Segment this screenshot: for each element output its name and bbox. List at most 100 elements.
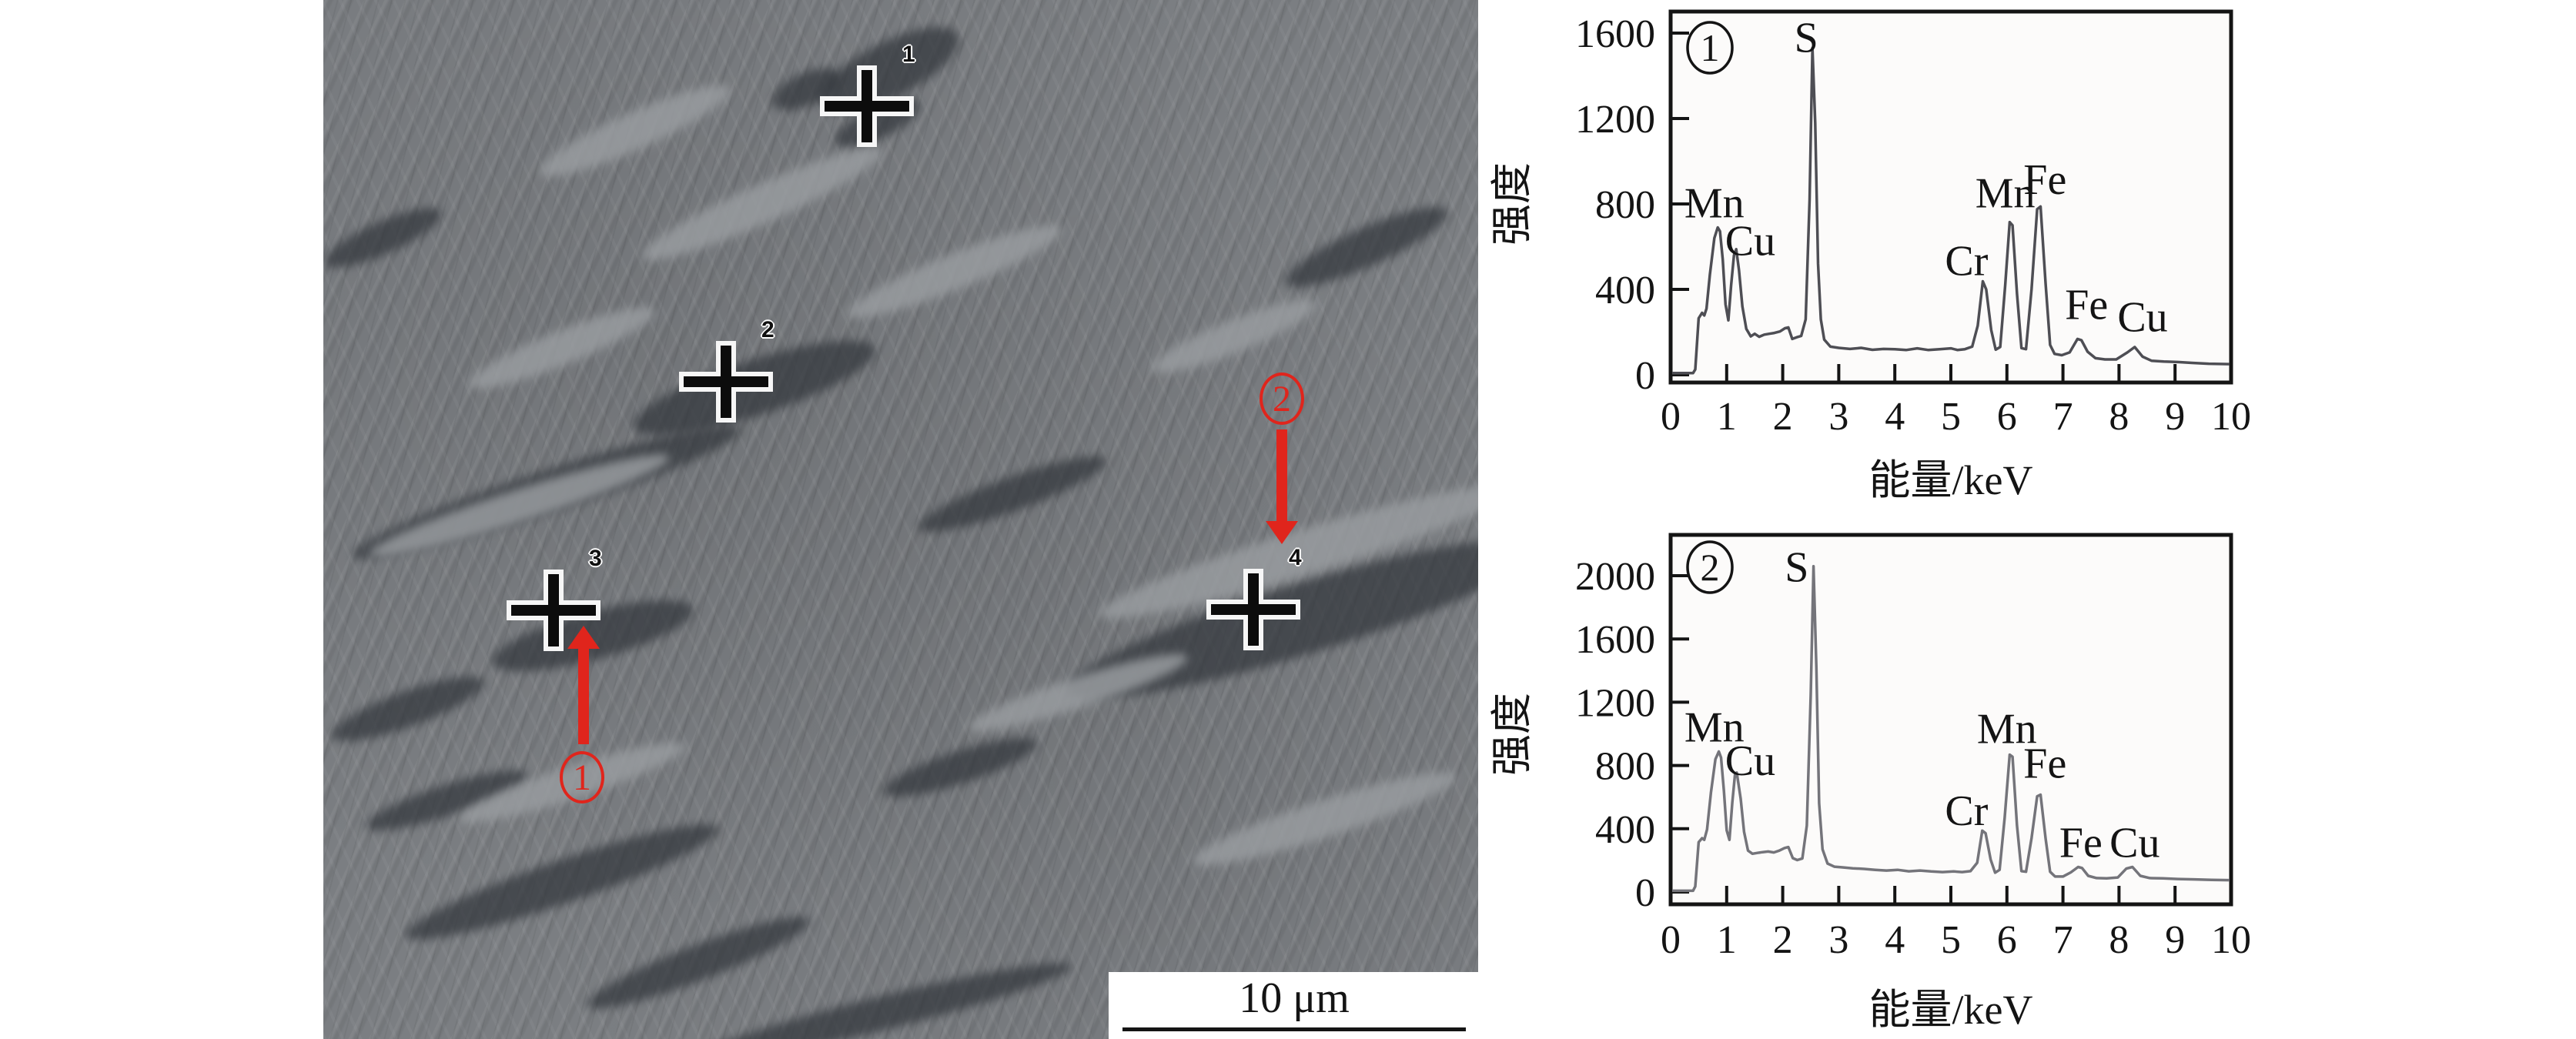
- peak-label-mn: Mn: [1684, 180, 1745, 228]
- sem-annotation-arrow-2: [1276, 429, 1287, 524]
- peak-label-mn: Mn: [1977, 705, 2037, 753]
- y-axis-tick-label: 0: [1635, 354, 1655, 398]
- x-axis-label: 能量/keV: [1869, 457, 2033, 503]
- sem-dark-inclusion: [398, 807, 726, 957]
- crosshair-icon: [820, 65, 914, 147]
- sem-dark-inclusion: [912, 443, 1112, 545]
- x-axis-tick-label: 2: [1773, 395, 1793, 439]
- crosshair-icon: [679, 341, 773, 423]
- x-axis-tick-label: 7: [2053, 395, 2073, 439]
- sem-light-stringer: [1146, 288, 1323, 385]
- chart-badge-circle-1: [1686, 21, 1734, 75]
- sem-light-stringer: [634, 133, 890, 275]
- sem-annotation-circle-1: 1: [560, 751, 604, 803]
- x-axis-tick-label: 3: [1828, 395, 1848, 439]
- sem-light-stringer: [841, 212, 1069, 332]
- x-axis-tick-label: 4: [1885, 395, 1905, 439]
- sem-dark-inclusion: [326, 664, 490, 753]
- peak-label-cu: Cu: [2109, 819, 2159, 867]
- y-axis-tick-label: 1200: [1575, 98, 1655, 142]
- sem-dark-inclusion: [1277, 193, 1456, 301]
- sem-marker-number: 2: [761, 317, 774, 342]
- peak-label-s: S: [1795, 15, 1818, 62]
- sem-dark-inclusion: [323, 197, 448, 279]
- y-axis-label: 强度: [1489, 693, 1535, 776]
- sem-annotation-arrow-1: [578, 646, 589, 744]
- x-axis-tick-label: 9: [2165, 395, 2185, 439]
- x-axis-tick-label: 5: [1941, 918, 1961, 962]
- x-axis-tick-label: 2: [1773, 918, 1793, 962]
- scale-bar: 10 μm: [1109, 972, 1534, 1039]
- scale-bar-line: [1122, 1027, 1466, 1031]
- chart-1-plot-area: [1668, 9, 2233, 385]
- chart-2-spectrum-line: [1672, 564, 2230, 893]
- peak-label-mn: Mn: [1975, 170, 2036, 218]
- x-axis-tick-label: 4: [1885, 918, 1905, 962]
- scale-bar-label: 10 μm: [1239, 974, 1350, 1022]
- x-axis-tick-label: 8: [2109, 918, 2129, 962]
- sem-light-stringer: [963, 642, 1193, 743]
- y-axis-tick-label: 1600: [1575, 12, 1655, 56]
- arrowhead-icon: [1266, 521, 1298, 544]
- sem-marker-2: 2: [679, 317, 778, 423]
- peak-label-fe: Fe: [2065, 281, 2108, 329]
- sem-light-stringer: [463, 294, 661, 402]
- x-axis-tick-label: 3: [1828, 918, 1848, 962]
- y-axis-tick-label: 800: [1595, 183, 1655, 227]
- sem-light-stringer: [532, 72, 738, 190]
- y-axis-tick-label: 400: [1595, 269, 1655, 312]
- chart-badge-number-1: 1: [1701, 26, 1720, 69]
- sem-marker-number: 4: [1289, 545, 1302, 570]
- y-axis-tick-label: 0: [1635, 871, 1655, 915]
- sem-light-stringer: [1186, 758, 1462, 880]
- y-axis-tick-label: 1600: [1575, 618, 1655, 662]
- x-axis-tick-label: 5: [1941, 395, 1961, 439]
- peak-label-cu: Cu: [1725, 218, 1775, 266]
- peak-label-mn: Mn: [1684, 703, 1745, 751]
- sem-dark-inclusion: [580, 903, 816, 1023]
- chart-badge-number-2: 2: [1701, 546, 1720, 589]
- sem-dark-inclusion: [878, 727, 1042, 808]
- y-axis-tick-label: 1200: [1575, 681, 1655, 725]
- x-axis-tick-label: 9: [2165, 918, 2185, 962]
- chart-badge-circle-2: [1686, 540, 1734, 594]
- x-axis-tick-label: 10: [2211, 918, 2251, 962]
- sem-micrograph: 1 2 3 4 1 2: [323, 0, 1478, 1039]
- x-axis-label: 能量/keV: [1869, 987, 2033, 1033]
- peak-label-cu: Cu: [2117, 294, 2167, 342]
- sem-light-stringer: [364, 441, 675, 570]
- y-axis-tick-label: 400: [1595, 808, 1655, 852]
- peak-label-fe: Fe: [2023, 156, 2066, 204]
- y-axis-tick-label: 2000: [1575, 555, 1655, 599]
- peak-label-fe: Fe: [2059, 819, 2103, 867]
- x-axis-tick-label: 0: [1661, 395, 1681, 439]
- x-axis-tick-label: 1: [1717, 395, 1737, 439]
- peak-label-cr: Cr: [1945, 787, 1988, 835]
- sem-marker-number: 3: [589, 546, 602, 571]
- y-axis-label: 强度: [1489, 162, 1535, 246]
- x-axis-tick-label: 6: [1997, 918, 2017, 962]
- sem-annotation-circle-2: 2: [1260, 373, 1304, 425]
- arrowhead-icon: [567, 626, 600, 649]
- sem-marker-number: 1: [902, 42, 915, 67]
- chart-2-plot-area: [1668, 533, 2233, 907]
- crosshair-icon: [1206, 569, 1300, 650]
- x-axis-tick-label: 6: [1997, 395, 2017, 439]
- sem-marker-3: 3: [507, 546, 606, 651]
- peak-label-cr: Cr: [1945, 238, 1988, 286]
- y-axis-tick-label: 800: [1595, 745, 1655, 789]
- x-axis-tick-label: 8: [2109, 395, 2129, 439]
- sem-marker-4: 4: [1206, 545, 1306, 650]
- x-axis-tick-label: 1: [1717, 918, 1737, 962]
- peak-label-fe: Fe: [2023, 740, 2066, 788]
- x-axis-tick-label: 7: [2053, 918, 2073, 962]
- x-axis-tick-label: 0: [1661, 918, 1681, 962]
- peak-label-cu: Cu: [1725, 737, 1775, 785]
- x-axis-tick-label: 10: [2211, 395, 2251, 439]
- sem-marker-1: 1: [820, 42, 919, 147]
- crosshair-icon: [507, 570, 601, 651]
